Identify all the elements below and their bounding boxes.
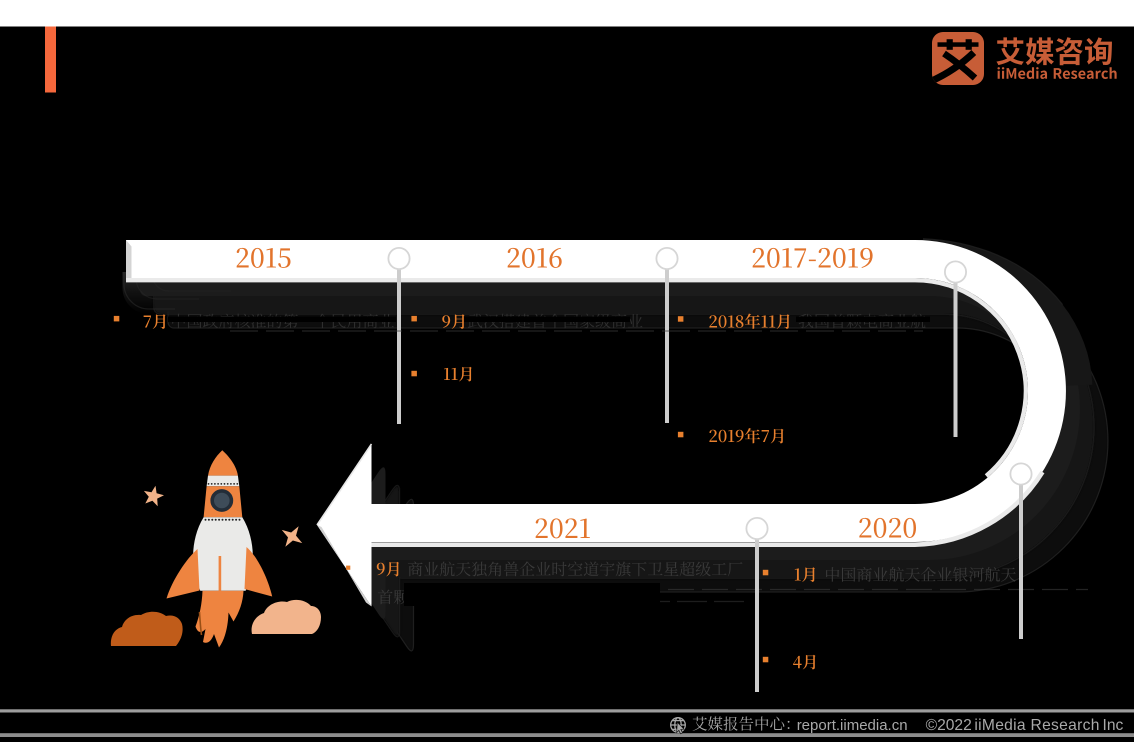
svg-text:©2022: ©2022 (926, 717, 972, 734)
svg-text:Inc: Inc (1103, 717, 1124, 734)
svg-text:iiMedia Research: iiMedia Research (974, 717, 1099, 734)
svg-text:report.iimedia.cn: report.iimedia.cn (797, 717, 908, 734)
